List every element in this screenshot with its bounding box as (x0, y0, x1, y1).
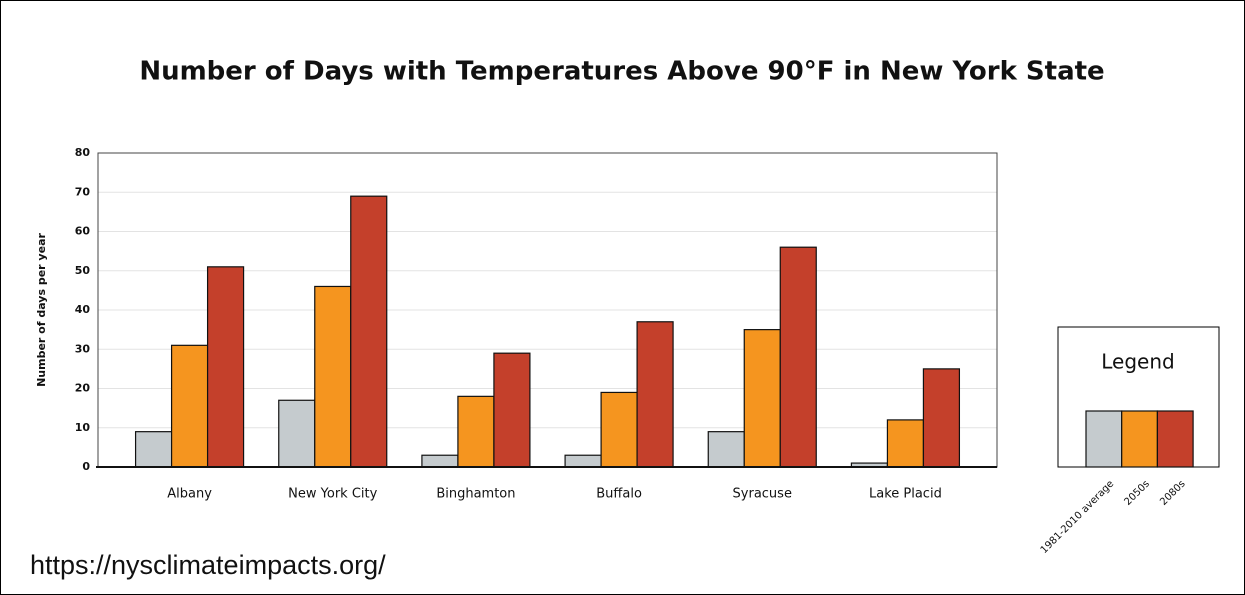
x-tick-label: Buffalo (596, 487, 642, 502)
y-tick-label: 60 (75, 225, 91, 238)
y-tick-label: 50 (75, 264, 91, 277)
bar (206, 266, 245, 468)
bar (707, 431, 745, 468)
y-tick-label: 20 (75, 382, 91, 395)
bar (493, 352, 531, 468)
bar (636, 321, 674, 468)
bar (350, 195, 388, 468)
y-tick-label: 10 (75, 421, 91, 434)
y-tick-label: 70 (75, 185, 91, 198)
bar (779, 246, 817, 468)
x-tick-label: New York City (288, 487, 377, 502)
x-tick-label: Lake Placid (869, 487, 942, 502)
bar (886, 419, 925, 468)
y-tick-label: 40 (75, 303, 91, 316)
bar (922, 368, 961, 468)
bar (564, 454, 602, 468)
legend-swatch (1085, 410, 1123, 468)
x-tick-label: Syracuse (733, 487, 792, 502)
bar (314, 285, 352, 468)
bar (134, 431, 173, 468)
y-tick-label: 80 (75, 146, 91, 159)
legend-title: Legend (1101, 350, 1174, 374)
bar (743, 329, 781, 468)
x-tick-label: Albany (167, 487, 212, 502)
chart-title: Number of Days with Temperatures Above 9… (139, 57, 1104, 87)
y-tick-label: 30 (75, 342, 91, 355)
bar (170, 344, 209, 468)
bar (278, 399, 316, 468)
bar (600, 391, 638, 468)
bar (421, 454, 459, 468)
bar (457, 395, 495, 468)
x-tick-label: Binghamton (436, 487, 515, 502)
legend-swatch (1156, 410, 1194, 468)
y-tick-label: 0 (82, 460, 90, 473)
legend-swatch (1121, 410, 1158, 468)
source: https://nysclimateimpacts.org/ (30, 550, 386, 580)
y-axis-label: Number of days per year (35, 233, 48, 387)
